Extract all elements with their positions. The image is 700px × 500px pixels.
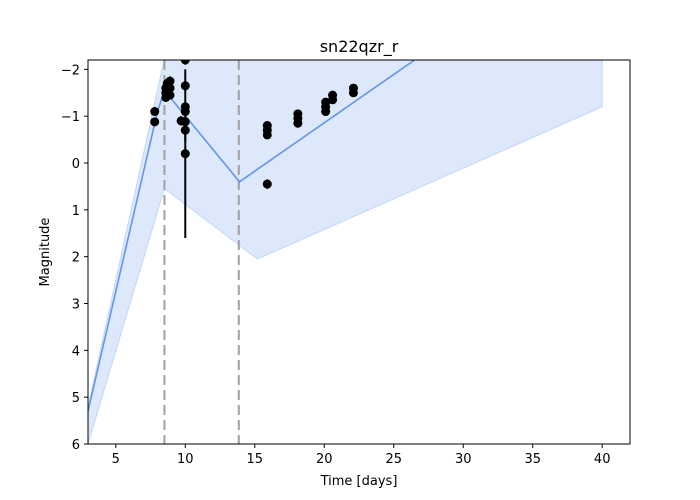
observation-point <box>165 76 175 86</box>
data-point <box>293 118 303 128</box>
plot-area <box>88 60 603 444</box>
x-tick-label: 25 <box>385 452 402 467</box>
data-point <box>165 76 175 86</box>
y-tick-label: 1 <box>72 204 80 219</box>
uncertainty-band-layer <box>88 60 603 444</box>
observation-point <box>262 179 272 189</box>
x-tick-label: 40 <box>594 452 611 467</box>
data-point <box>321 107 331 117</box>
x-tick-label: 15 <box>246 452 263 467</box>
vertical-lines-layer <box>163 60 240 444</box>
data-point <box>262 130 272 140</box>
observation-point <box>328 95 338 105</box>
y-tick-label: 2 <box>72 251 80 266</box>
observation-point <box>150 107 160 117</box>
y-tick-label: 6 <box>72 438 80 453</box>
x-tick-label: 5 <box>112 452 120 467</box>
y-tick-label: 5 <box>72 391 80 406</box>
observation-point <box>262 130 272 140</box>
observation-point <box>293 118 303 128</box>
observation-point <box>180 69 190 238</box>
y-tick-label: −1 <box>61 110 80 125</box>
chart-title: sn22qzr_r <box>320 37 399 57</box>
data-point <box>150 107 160 117</box>
x-tick-label: 35 <box>524 452 541 467</box>
data-point <box>165 90 175 100</box>
observation-point <box>165 83 175 93</box>
x-axis-ticks: 5 10 15 20 25 30 35 40 <box>112 444 611 467</box>
x-tick-label: 30 <box>455 452 472 467</box>
y-axis-ticks: −2 −1 0 1 2 3 4 5 6 <box>61 63 88 453</box>
data-point <box>165 83 175 93</box>
data-point <box>180 60 190 65</box>
uncertainty-band <box>88 60 603 444</box>
data-point <box>180 149 190 159</box>
x-axis-label: Time [days] <box>320 474 398 489</box>
data-point <box>348 88 358 98</box>
x-tick-label: 10 <box>177 452 194 467</box>
y-tick-label: 4 <box>72 344 80 359</box>
y-tick-label: 0 <box>72 157 80 172</box>
data-point <box>262 179 272 189</box>
observation-point <box>321 107 331 117</box>
data-point <box>328 95 338 105</box>
observation-point <box>150 117 160 127</box>
observation-point <box>348 88 358 98</box>
y-tick-label: 3 <box>72 298 80 313</box>
x-tick-label: 20 <box>316 452 333 467</box>
y-axis-label: Magnitude <box>38 218 53 287</box>
data-point <box>150 117 160 127</box>
y-tick-label: −2 <box>61 63 80 78</box>
observations-layer <box>150 60 358 238</box>
observation-point <box>165 90 175 100</box>
plot-frame <box>87 59 631 445</box>
